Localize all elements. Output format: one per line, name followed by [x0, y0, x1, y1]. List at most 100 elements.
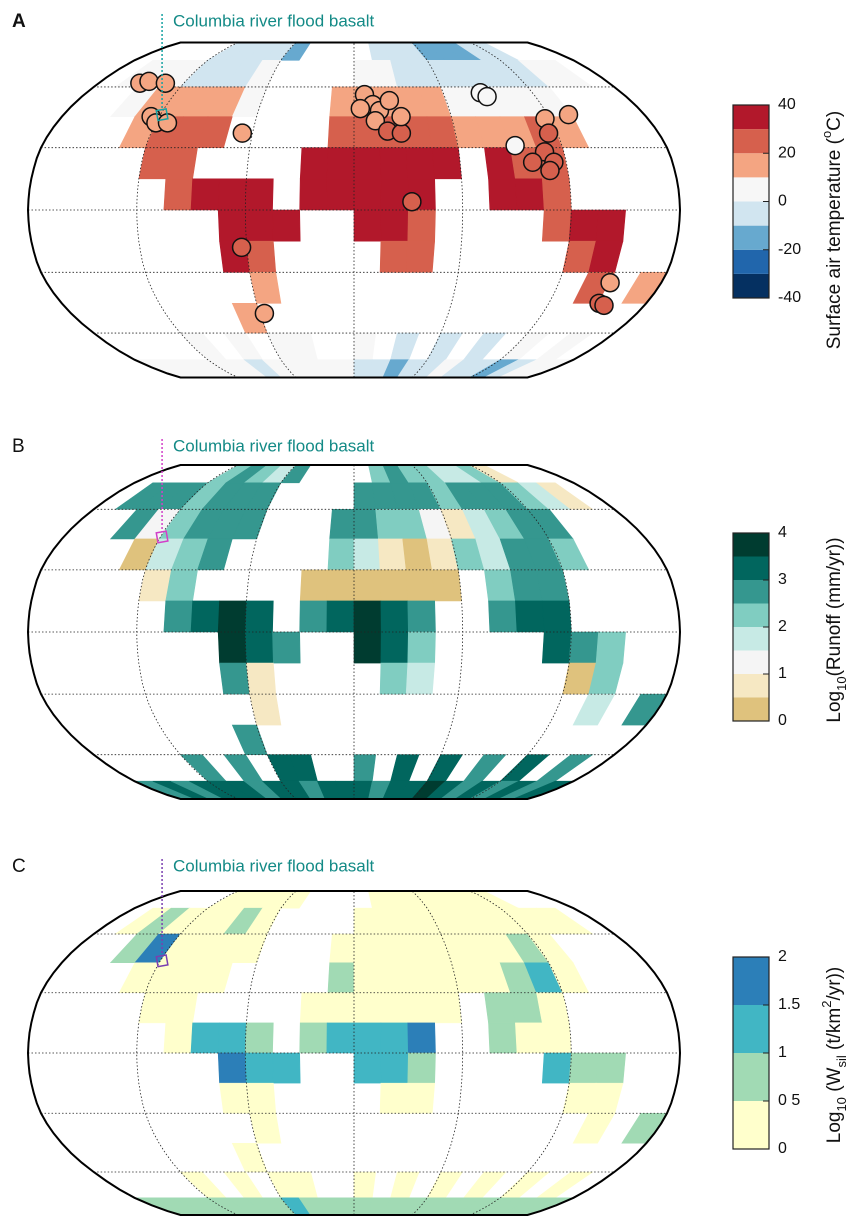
- grid-cell: [484, 992, 516, 1024]
- grid-cell: [353, 631, 382, 664]
- grid-cell: [405, 662, 436, 695]
- grid-cell: [621, 1112, 668, 1144]
- grid-cell: [390, 332, 420, 360]
- site: [538, 123, 559, 143]
- grid-cell: [595, 631, 626, 664]
- meridian: [411, 464, 464, 800]
- grid-cell: [536, 332, 594, 360]
- grid-cell: [535, 907, 594, 935]
- colorbar-segment: [733, 153, 769, 178]
- meridian: [469, 42, 572, 378]
- colorbar-tick-label: 0: [778, 193, 787, 210]
- grid-cell: [380, 631, 409, 664]
- grid-cell: [353, 509, 379, 540]
- grid-cell: [548, 962, 590, 994]
- grid-cell: [426, 754, 464, 782]
- grid-cell: [353, 992, 382, 1024]
- grid-cell: [353, 1052, 382, 1084]
- grid-cell: [380, 1022, 409, 1054]
- grid-cell: [353, 538, 381, 571]
- grid-cell: [353, 600, 382, 633]
- grid-cell: [515, 600, 545, 633]
- grid-cell: [299, 600, 328, 633]
- colorbar-segment: [733, 225, 769, 250]
- grid-cell: [353, 962, 381, 994]
- grid-cell: [621, 693, 668, 726]
- site: [155, 73, 176, 93]
- grid-cell: [379, 147, 409, 180]
- grid-cell: [431, 569, 462, 602]
- site: [254, 303, 275, 324]
- colorbar-tick-label: 3: [778, 571, 787, 588]
- label-part: Log: [824, 691, 845, 723]
- grid-cell: [246, 662, 277, 695]
- grid-cell: [329, 933, 355, 964]
- site: [505, 135, 525, 156]
- site: [402, 191, 422, 212]
- grid-cell: [245, 1022, 274, 1054]
- site: [391, 123, 412, 143]
- site: [365, 111, 386, 131]
- grid-cell: [231, 724, 268, 755]
- site: [477, 86, 497, 107]
- grid-cell: [223, 332, 264, 360]
- grid-cell: [536, 60, 594, 88]
- grid-cell: [426, 1171, 464, 1199]
- grid-cell: [379, 240, 409, 273]
- grid-cell: [541, 209, 572, 242]
- grid-cell: [353, 60, 377, 88]
- colorbar-label: Surface air temperature (oC): [819, 111, 845, 350]
- grid-cell: [217, 209, 247, 242]
- colorbar-tick-label: 4: [778, 524, 787, 541]
- colorbar-tick-label: 40: [778, 96, 796, 113]
- grid-cell: [165, 147, 198, 180]
- grid-cell: [390, 754, 420, 782]
- grid-cell: [190, 178, 220, 211]
- grid-cell: [163, 1022, 193, 1054]
- colorbar-segment: [733, 1101, 769, 1149]
- grid-cell: [353, 209, 382, 242]
- meridian: [136, 464, 239, 800]
- site: [540, 160, 560, 181]
- map-outline: [26, 41, 682, 379]
- grid-cell: [272, 631, 301, 664]
- grid-cell: [327, 116, 355, 148]
- colorbar-tick-label: 1.5: [778, 996, 800, 1013]
- grid-cell: [535, 1171, 594, 1199]
- grid-cell: [379, 1082, 409, 1114]
- colorbar-tick-label: 0: [778, 712, 787, 729]
- grid-cell: [245, 209, 274, 242]
- basalt-marker: [155, 107, 169, 122]
- grid-cell: [405, 147, 436, 180]
- grid-cell: [378, 962, 407, 994]
- site: [231, 237, 252, 258]
- cells: [109, 890, 668, 1216]
- grid-cell: [329, 509, 355, 540]
- grid-cell: [426, 332, 464, 360]
- grid-cell: [568, 631, 599, 664]
- map-outline: [26, 464, 682, 800]
- colorbar-tick-label: -40: [778, 289, 801, 306]
- site: [391, 106, 411, 127]
- label-part: 10: [834, 676, 849, 690]
- label-part: o: [819, 131, 834, 138]
- grid-cell: [326, 600, 355, 633]
- grid-cell: [405, 1082, 436, 1114]
- grid-cell: [353, 1171, 377, 1199]
- grid-cell: [353, 332, 377, 360]
- grid-cell: [245, 178, 274, 211]
- grid-cell: [379, 992, 409, 1024]
- grid-cell: [353, 147, 382, 180]
- colorbar-tick-label: 0 5: [778, 1092, 800, 1109]
- grid-cell: [245, 600, 274, 633]
- colorbar-tick-label: 2: [778, 948, 787, 965]
- colorbar-segment: [733, 201, 769, 226]
- grid-cell: [327, 962, 355, 994]
- grid-cell: [515, 1022, 545, 1054]
- site: [558, 104, 579, 125]
- grid-cell: [536, 754, 594, 782]
- grid-cell: [407, 600, 436, 633]
- label-part: 10: [834, 1097, 849, 1111]
- grid-cell: [353, 482, 377, 510]
- site: [232, 123, 253, 143]
